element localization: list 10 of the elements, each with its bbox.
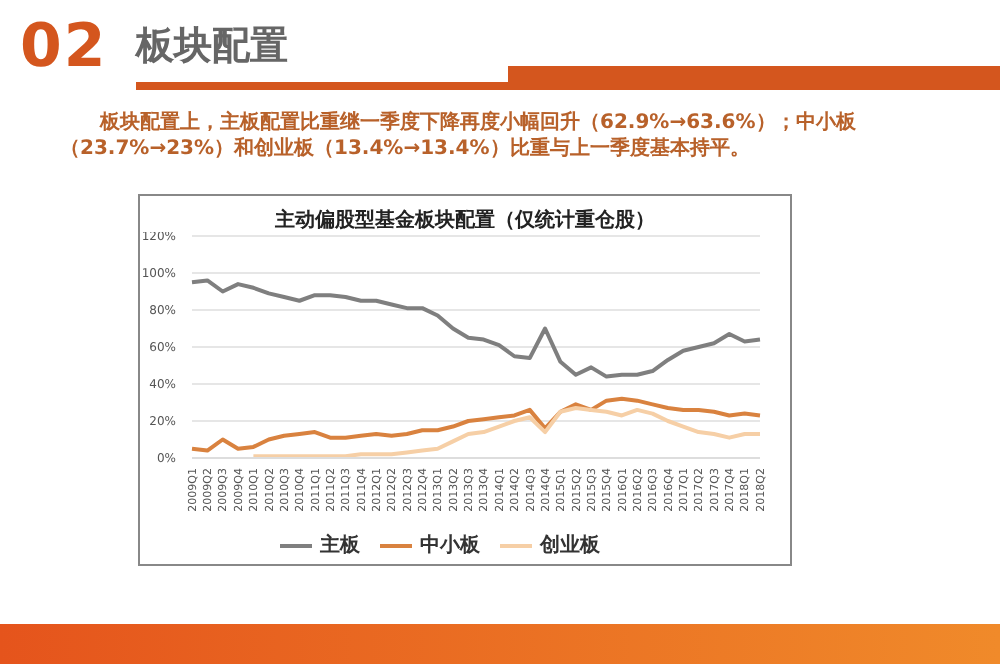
legend-label: 主板: [320, 535, 360, 558]
chart-title: 主动偏股型基金板块配置（仅统计重仓股）: [273, 206, 657, 234]
line-series: [251, 406, 762, 458]
line-series: [190, 278, 762, 379]
text: 板块配置: [136, 22, 288, 72]
chart-subtitle: 板块配置上，主板配置比重继一季度下降再度小幅回升（62.9%→63.6%）；中小板（23.7%→23%）和创业板（13.4%→13.4%）比重与上一季度基本持平。: [60, 110, 858, 162]
legend-label: 中小板: [420, 535, 480, 558]
text: 02: [20, 12, 108, 82]
legend-label: 创业板: [540, 535, 600, 558]
line-series: [190, 396, 762, 453]
